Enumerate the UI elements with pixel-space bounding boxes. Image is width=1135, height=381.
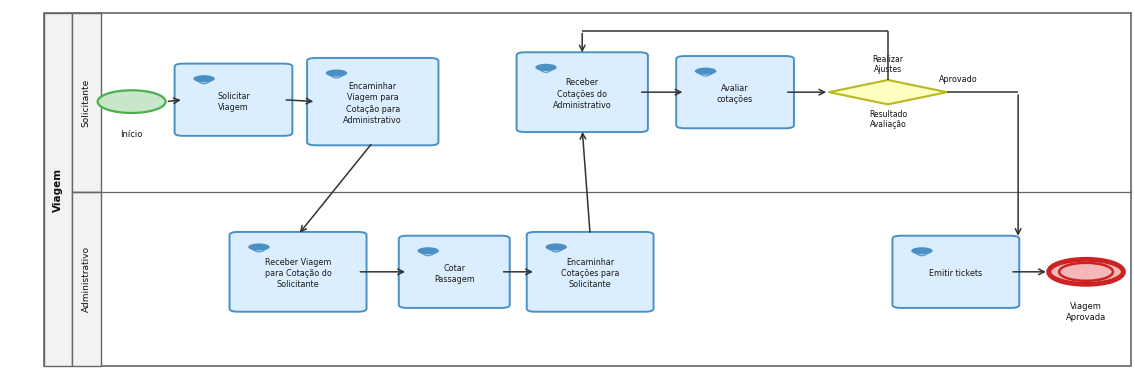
Text: Encaminhar
Cotações para
Solicitante: Encaminhar Cotações para Solicitante <box>561 258 620 289</box>
Text: Avaliar
cotações: Avaliar cotações <box>717 84 754 104</box>
Circle shape <box>249 243 270 251</box>
FancyBboxPatch shape <box>175 64 293 136</box>
Text: Encaminhar
Viagem para
Cotação para
Administrativo: Encaminhar Viagem para Cotação para Admi… <box>344 82 402 125</box>
Text: Realizar
Ajustes: Realizar Ajustes <box>873 55 903 74</box>
FancyBboxPatch shape <box>892 236 1019 308</box>
Circle shape <box>695 67 716 75</box>
Circle shape <box>326 69 347 77</box>
Text: Solicitar
Viagem: Solicitar Viagem <box>217 91 250 112</box>
Bar <box>44 13 72 367</box>
FancyBboxPatch shape <box>516 52 648 132</box>
Text: Viagem: Viagem <box>53 168 64 212</box>
Bar <box>72 192 101 367</box>
Bar <box>72 13 101 192</box>
Circle shape <box>546 243 568 251</box>
FancyBboxPatch shape <box>229 232 367 312</box>
Circle shape <box>1059 263 1113 281</box>
Circle shape <box>536 64 557 71</box>
Circle shape <box>193 75 215 82</box>
Polygon shape <box>829 80 947 104</box>
Text: Solicitante: Solicitante <box>82 79 91 127</box>
Circle shape <box>1049 259 1124 284</box>
Text: Emitir tickets: Emitir tickets <box>930 269 983 278</box>
Text: Início: Início <box>120 130 143 139</box>
Text: Resultado
Avaliação: Resultado Avaliação <box>869 110 907 130</box>
Text: Receber Viagem
para Cotação do
Solicitante: Receber Viagem para Cotação do Solicitan… <box>264 258 331 289</box>
FancyBboxPatch shape <box>676 56 794 128</box>
Text: Aprovado: Aprovado <box>939 75 977 84</box>
FancyBboxPatch shape <box>308 58 438 145</box>
Text: Viagem
Aprovada: Viagem Aprovada <box>1066 303 1107 322</box>
Text: Cotar
Passagem: Cotar Passagem <box>434 264 474 284</box>
Text: Administrativo: Administrativo <box>82 247 91 312</box>
FancyBboxPatch shape <box>398 236 510 308</box>
FancyBboxPatch shape <box>527 232 654 312</box>
Circle shape <box>418 247 439 255</box>
Circle shape <box>98 90 166 113</box>
Circle shape <box>911 247 933 255</box>
Text: Receber
Cotações do
Administrativo: Receber Cotações do Administrativo <box>553 78 612 110</box>
